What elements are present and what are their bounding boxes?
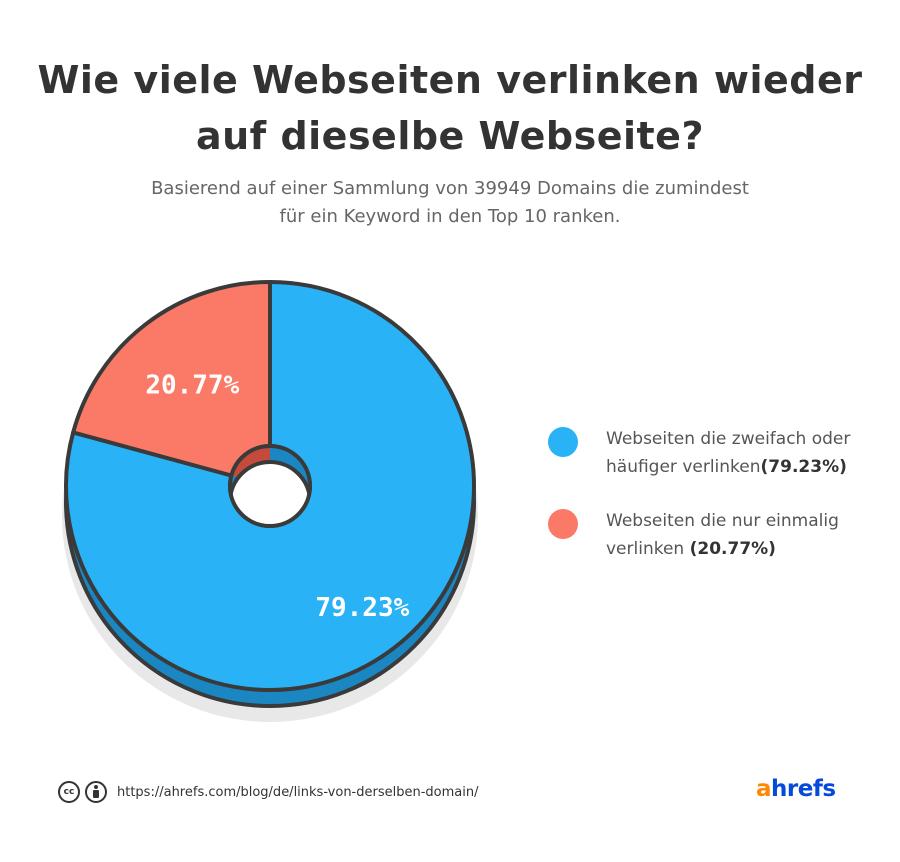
legend-item-multiple-links: Webseiten die zweifach oder häufiger ver… xyxy=(548,425,888,481)
legend-swatch-coral xyxy=(548,509,578,539)
chart-title-line-2: auf dieselbe Webseite? xyxy=(195,114,704,158)
chart-layer: 79.23% 20.77% xyxy=(62,280,478,722)
logo-letter-a: a xyxy=(756,776,772,802)
legend-line-1: Webseiten die nur einmalig xyxy=(606,511,839,531)
legend-line-1: Webseiten die zweifach oder xyxy=(606,429,851,449)
donut-chart: 79.23% 20.77% xyxy=(62,280,478,722)
legend-item-single-link: Webseiten die nur einmalig verlinken (20… xyxy=(548,507,888,563)
chart-subtitle: Basierend auf einer Sammlung von 39949 D… xyxy=(0,175,900,231)
source-url: https://ahrefs.com/blog/de/links-von-der… xyxy=(117,784,479,800)
legend-text-single-link: Webseiten die nur einmalig verlinken (20… xyxy=(606,507,888,563)
footer-source: cc https://ahrefs.com/blog/de/links-von-… xyxy=(58,780,478,804)
chart-legend: Webseiten die zweifach oder häufiger ver… xyxy=(548,425,888,589)
creative-commons-icon: cc xyxy=(58,781,80,803)
legend-swatch-blue xyxy=(548,427,578,457)
legend-line-2: häufiger verlinken xyxy=(606,457,761,477)
legend-text-multiple-links: Webseiten die zweifach oder häufiger ver… xyxy=(606,425,888,481)
slice-label-coral: 20.77% xyxy=(145,370,239,400)
legend-percent: (20.77%) xyxy=(689,539,776,559)
chart-subtitle-line-1: Basierend auf einer Sammlung von 39949 D… xyxy=(151,178,749,199)
chart-title: Wie viele Webseiten verlinken wieder auf… xyxy=(0,52,900,164)
hole-outline xyxy=(228,444,312,528)
ahrefs-logo: ahrefs xyxy=(756,776,836,802)
legend-line-2: verlinken xyxy=(606,539,690,559)
legend-percent: (79.23%) xyxy=(760,457,847,477)
chart-subtitle-line-2: für ein Keyword in den Top 10 ranken. xyxy=(279,206,621,227)
chart-title-line-1: Wie viele Webseiten verlinken wieder xyxy=(37,58,863,102)
attribution-person-icon xyxy=(85,781,107,803)
logo-word-hrefs: hrefs xyxy=(771,776,836,802)
slice-label-blue: 79.23% xyxy=(315,593,409,623)
